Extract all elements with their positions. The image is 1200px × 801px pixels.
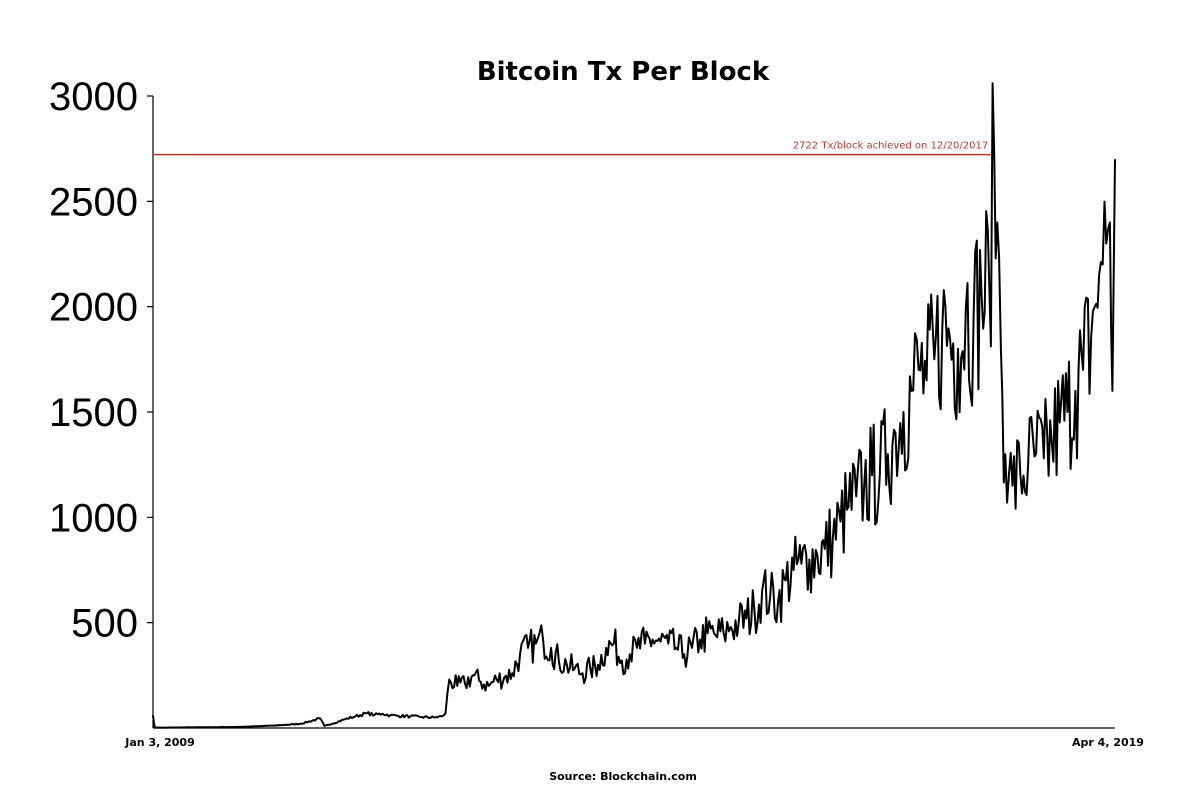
chart-title: Bitcoin Tx Per Block [477,57,770,87]
reference-line-label: 2722 Tx/block achieved on 12/20/2017 [793,141,989,152]
y-tick-label: 2500 [49,180,138,224]
source-note: Source: Blockchain.com [549,770,697,783]
series-line-tx-per-block [152,82,1116,729]
y-tick-group: 500 1000 1500 2000 2500 3000 [49,75,153,646]
x-tick-label-start: Jan 3, 2009 [124,736,194,749]
x-tick-label-end: Apr 4, 2019 [1072,736,1144,749]
y-tick-label: 1000 [49,496,138,540]
y-tick-label: 500 [71,602,138,646]
reference-line-group: 2722 Tx/block achieved on 12/20/2017 [153,141,995,156]
y-tick-label: 1500 [49,391,138,435]
y-tick-label: 2000 [49,286,138,330]
y-tick-label: 3000 [49,75,138,119]
